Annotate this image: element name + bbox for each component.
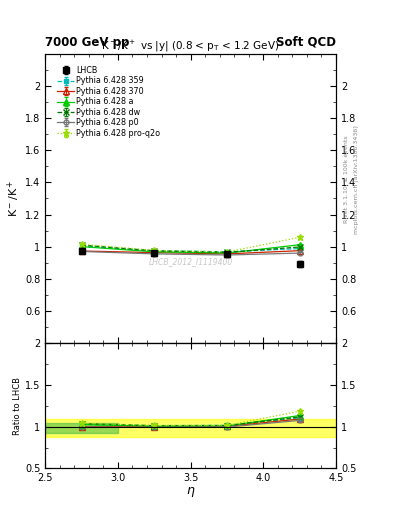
Y-axis label: Ratio to LHCB: Ratio to LHCB [13, 377, 22, 435]
Text: 7000 GeV pp: 7000 GeV pp [45, 36, 130, 49]
Y-axis label: K$^-$/K$^+$: K$^-$/K$^+$ [6, 180, 22, 217]
Text: Soft QCD: Soft QCD [276, 36, 336, 49]
Bar [45, 423, 118, 433]
Legend: LHCB, Pythia 6.428 359, Pythia 6.428 370, Pythia 6.428 a, Pythia 6.428 dw, Pythi: LHCB, Pythia 6.428 359, Pythia 6.428 370… [54, 63, 163, 141]
Title: K$^-$/K$^+$ vs |y| (0.8 < p$_\mathrm{T}$ < 1.2 GeV): K$^-$/K$^+$ vs |y| (0.8 < p$_\mathrm{T}$… [101, 39, 280, 54]
Text: LHCB_2012_I1119400: LHCB_2012_I1119400 [149, 258, 233, 267]
Bar [45, 419, 336, 437]
Text: Rivet 3.1.10, ≥ 100k events: Rivet 3.1.10, ≥ 100k events [344, 135, 349, 223]
X-axis label: $\eta$: $\eta$ [186, 485, 195, 499]
Text: mcplots.cern.ch [arXiv:1306.3436]: mcplots.cern.ch [arXiv:1306.3436] [354, 125, 359, 233]
